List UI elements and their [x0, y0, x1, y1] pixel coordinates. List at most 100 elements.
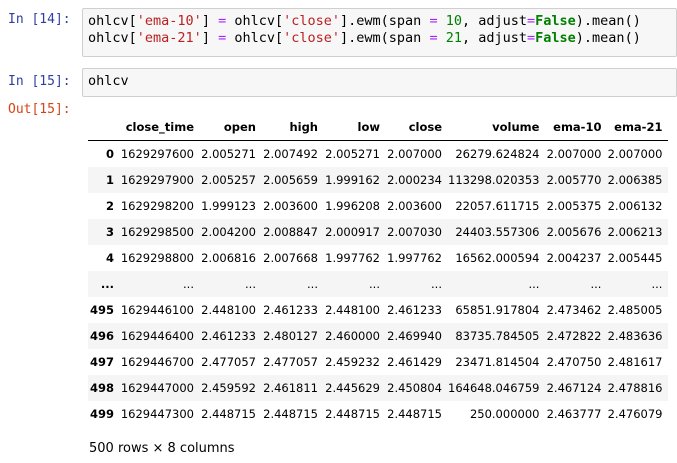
column-header: ema-10: [545, 113, 608, 141]
table-cell: 2.005676: [546, 225, 602, 239]
row-index: 497: [89, 355, 114, 369]
code-token: [438, 13, 446, 29]
table-cell: 2.461811: [263, 381, 318, 395]
table-cell: 2.000234: [387, 173, 442, 187]
code-token: ohlcv[: [226, 30, 284, 46]
table-cell: ...: [590, 277, 602, 291]
table-cell: 2.469940: [387, 329, 442, 343]
code-token: [438, 30, 446, 46]
table-cell: 2.005770: [546, 173, 602, 187]
table-header: close_time open high low close volume ema-10 em…: [88, 113, 669, 141]
row-index: 3: [105, 225, 114, 239]
table-cell: 2.477057: [201, 355, 256, 369]
table-cell: 22057.611715: [455, 199, 540, 213]
table-cell: 2.477057: [263, 355, 318, 369]
table-row: 495 1629446100 2.448100 2.461233 2.448100 2.4…: [88, 297, 668, 323]
code-cell: ohlcv['ema-10'] = ohlcv['close'].ewm(spa…: [82, 8, 677, 57]
code-token: =: [429, 13, 438, 29]
code-token: 'close': [283, 30, 341, 46]
table-cell: ...: [307, 277, 318, 291]
table-cell: 1.999162: [325, 173, 380, 187]
code-token: ]: [201, 13, 219, 29]
table-footer: 500 rows × 8 columns: [89, 441, 235, 456]
table-cell: 65851.917804: [455, 303, 540, 317]
table-cell: 2.461233: [263, 303, 318, 317]
table-row: 4 1629298800 2.006816 2.007668 1.997762 1.997…: [88, 245, 668, 271]
table-cell: 2.007000: [607, 147, 663, 161]
table-cell: 2.003600: [263, 199, 318, 213]
table-cell: 2.007668: [263, 251, 318, 265]
table-cell: 2.005271: [201, 147, 256, 161]
row-index: 0: [105, 147, 114, 161]
table-cell: 1.997762: [387, 251, 442, 265]
code-token: ].ewm(span: [340, 13, 430, 29]
row-index: 498: [89, 381, 114, 395]
table-row: 1 1629297900 2.005257 2.005659 1.999162 2.000…: [88, 167, 669, 193]
table-cell: 2.006816: [201, 251, 256, 265]
table-cell: 2.485005: [607, 303, 663, 317]
code-token: =: [218, 13, 227, 29]
table-cell: 113298.020353: [448, 173, 540, 187]
table-cell: 2.463777: [546, 407, 602, 421]
table-cell: 2.005659: [263, 173, 318, 187]
table-cell: 2.004200: [201, 225, 256, 239]
table-cell: 2.005257: [201, 173, 256, 187]
table-cell: 2.483636: [607, 329, 663, 343]
table-cell: 16562.000594: [455, 251, 540, 265]
table-cell: 1.996208: [325, 199, 380, 213]
table-cell: 2.472822: [546, 329, 602, 343]
row-index: 2: [105, 199, 114, 213]
code-token: ]: [201, 30, 219, 46]
table-row: ...........................: [88, 271, 669, 297]
table-cell: 2.461233: [387, 303, 442, 317]
table-cell: 1629446100: [120, 303, 194, 317]
table-cell: 1629298200: [120, 199, 194, 213]
code-line: ohlcv['ema-21'] = ohlcv['close'].ewm(spa…: [88, 30, 671, 47]
table-cell: 250.000000: [469, 407, 540, 421]
table-cell: 2.459232: [325, 355, 380, 369]
dataframe: close_time open high low close volume ema-10 em…: [88, 113, 669, 427]
row-index: 495: [89, 303, 114, 317]
code-token: False: [535, 13, 576, 29]
table-cell: 1629447300: [120, 407, 194, 421]
code-token: ohlcv[: [88, 30, 137, 46]
code-token: 'close': [283, 13, 341, 29]
row-index: 4: [105, 251, 114, 265]
table-row: 499 1629447300 2.448715 2.448715 2.448715 2.4…: [88, 401, 668, 427]
code-token: =: [527, 30, 536, 46]
table-cell: 2.000917: [325, 225, 380, 239]
table-cell: ...: [528, 277, 540, 291]
table-cell: 2.004237: [546, 251, 602, 265]
table-cell: 2.467124: [546, 381, 602, 395]
input-prompt: In [15]:: [8, 74, 71, 89]
code-token: ohlcv[: [226, 13, 284, 29]
input-prompt: In [14]:: [8, 12, 71, 27]
code-token: ).mean(): [575, 13, 641, 29]
table-cell: 2.008847: [263, 225, 318, 239]
table-cell: 2.476079: [607, 407, 663, 421]
table-cell: 1629297900: [120, 173, 194, 187]
code-token: 'ema-10': [136, 13, 202, 29]
table-cell: 1629447000: [120, 381, 194, 395]
table-cell: 2.448100: [201, 303, 256, 317]
column-header: volume: [448, 113, 546, 141]
table-cell: 2.470750: [546, 355, 602, 369]
table-cell: 2.448100: [325, 303, 380, 317]
code-token: 10: [445, 13, 462, 29]
table-cell: ...: [651, 277, 663, 291]
code-token: , adjust: [461, 13, 528, 29]
row-index: 1: [105, 173, 114, 187]
table-cell: 2.445629: [325, 381, 380, 395]
table-cell: 2.473462: [546, 303, 602, 317]
table-cell: 2.459592: [201, 381, 256, 395]
table-cell: 2.481617: [607, 355, 663, 369]
table-cell: ...: [245, 277, 256, 291]
code-token: =: [429, 30, 438, 46]
table-cell: 26279.624824: [455, 147, 540, 161]
column-header: high: [262, 113, 324, 141]
table-row: 3 1629298500 2.004200 2.008847 2.000917 2.007…: [88, 219, 669, 245]
header-row: close_time open high low close volume ema-10 em…: [88, 113, 669, 141]
table-cell: ...: [183, 277, 194, 291]
column-header: close: [386, 113, 448, 141]
